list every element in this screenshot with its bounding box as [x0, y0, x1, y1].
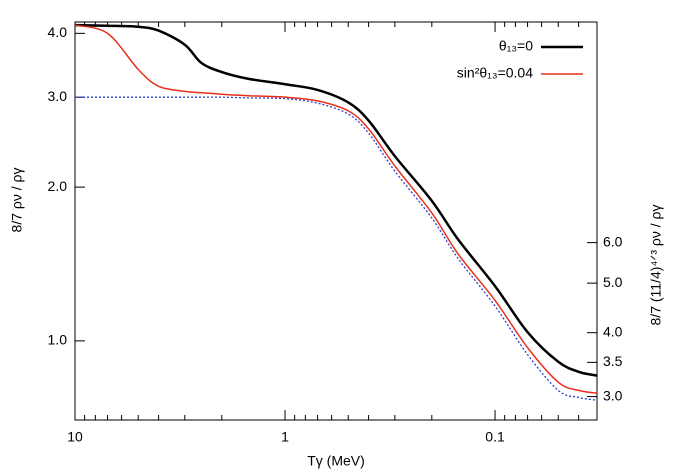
- y2-tick-label: 6.0: [603, 233, 623, 249]
- x-tick-label: 0.1: [485, 429, 505, 445]
- y-tick-label: 3.0: [48, 88, 68, 104]
- series-line: [74, 96, 598, 401]
- plot-frame: [74, 21, 598, 421]
- series-line: [74, 24, 598, 394]
- y2-tick-label: 3.0: [603, 387, 623, 403]
- x-tick-label: 1: [281, 429, 289, 445]
- y-axis-title: 8/7 ρν / ργ: [9, 168, 25, 233]
- series-line: [74, 23, 598, 377]
- y-tick-label: 1.0: [48, 332, 68, 348]
- legend-label: sin²θ₁₃=0.04: [457, 65, 533, 81]
- y2-tick-label: 5.0: [603, 274, 623, 290]
- y2-axis-title: 8/7 (11/4)⁴ᐟ³ ρν / ργ: [648, 205, 664, 326]
- y-tick-label: 2.0: [48, 178, 68, 194]
- x-tick-label: 10: [67, 429, 83, 445]
- y-tick-label: 4.0: [48, 24, 68, 40]
- x-axis-title: Tγ (MeV): [307, 453, 365, 469]
- legend-label: θ₁₃=0: [499, 38, 533, 54]
- y2-tick-label: 3.5: [603, 353, 623, 369]
- y2-tick-label: 4.0: [603, 323, 623, 339]
